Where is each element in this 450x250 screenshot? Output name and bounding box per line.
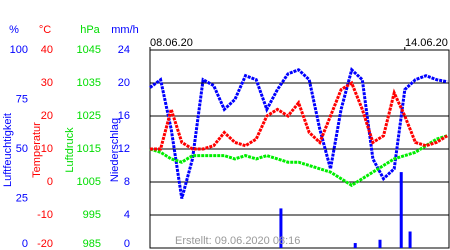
series-line bbox=[149, 134, 448, 188]
precip-bar bbox=[279, 208, 283, 248]
footer: Erstellt: 09.06.2020 08:16 bbox=[175, 235, 300, 247]
y-tick-label: 985 bbox=[83, 238, 101, 250]
precip-bar bbox=[399, 172, 403, 248]
y-tick-label: 1035 bbox=[77, 77, 101, 89]
y-tick-label: 30 bbox=[41, 77, 53, 89]
y-tick-label: 0 bbox=[22, 238, 28, 250]
axis-title: Luftdruck bbox=[64, 127, 76, 173]
y-tick-label: 0 bbox=[47, 176, 53, 188]
series-line bbox=[149, 66, 448, 199]
y-tick-label: 12 bbox=[118, 143, 130, 155]
axis-title: Niederschlag bbox=[109, 118, 121, 182]
y-tick-label: -20 bbox=[37, 238, 53, 250]
axis-title: Temperatur bbox=[31, 122, 43, 178]
y-tick-label: 995 bbox=[83, 209, 101, 221]
y-tick-label: 10 bbox=[41, 143, 53, 155]
y-tick-label: 40 bbox=[41, 44, 53, 56]
y-tick-label: 1045 bbox=[77, 44, 101, 56]
y-tick-label: 25 bbox=[16, 192, 28, 204]
start-date: 08.06.20 bbox=[150, 37, 193, 49]
axis-unit: hPa bbox=[80, 24, 100, 36]
y-tick-label: 8 bbox=[124, 176, 130, 188]
end-date: 14.06.20 bbox=[405, 37, 448, 49]
axis-unit: °C bbox=[39, 24, 51, 36]
y-tick-label: 20 bbox=[41, 110, 53, 122]
y-tick-label: 1025 bbox=[77, 110, 101, 122]
axis-title: Luftfeuchtigkeit bbox=[2, 113, 14, 187]
y-tick-label: -10 bbox=[37, 209, 53, 221]
precip-bar bbox=[353, 243, 357, 248]
y-tick-label: 75 bbox=[16, 93, 28, 105]
y-tick-label: 100 bbox=[10, 44, 28, 56]
y-tick-label: 1005 bbox=[77, 176, 101, 188]
y-tick-label: 50 bbox=[16, 143, 28, 155]
precip-bar bbox=[378, 239, 382, 248]
y-tick-label: 1015 bbox=[77, 143, 101, 155]
axis-unit: mm/h bbox=[111, 24, 139, 36]
series-line bbox=[150, 80, 448, 151]
axis-unit: % bbox=[9, 24, 19, 36]
precip-bar bbox=[408, 231, 412, 248]
y-tick-label: 24 bbox=[118, 44, 130, 56]
y-tick-label: 16 bbox=[118, 110, 130, 122]
y-tick-label: 20 bbox=[118, 77, 130, 89]
y-tick-label: 0 bbox=[124, 238, 130, 250]
y-tick-label: 4 bbox=[124, 209, 130, 221]
